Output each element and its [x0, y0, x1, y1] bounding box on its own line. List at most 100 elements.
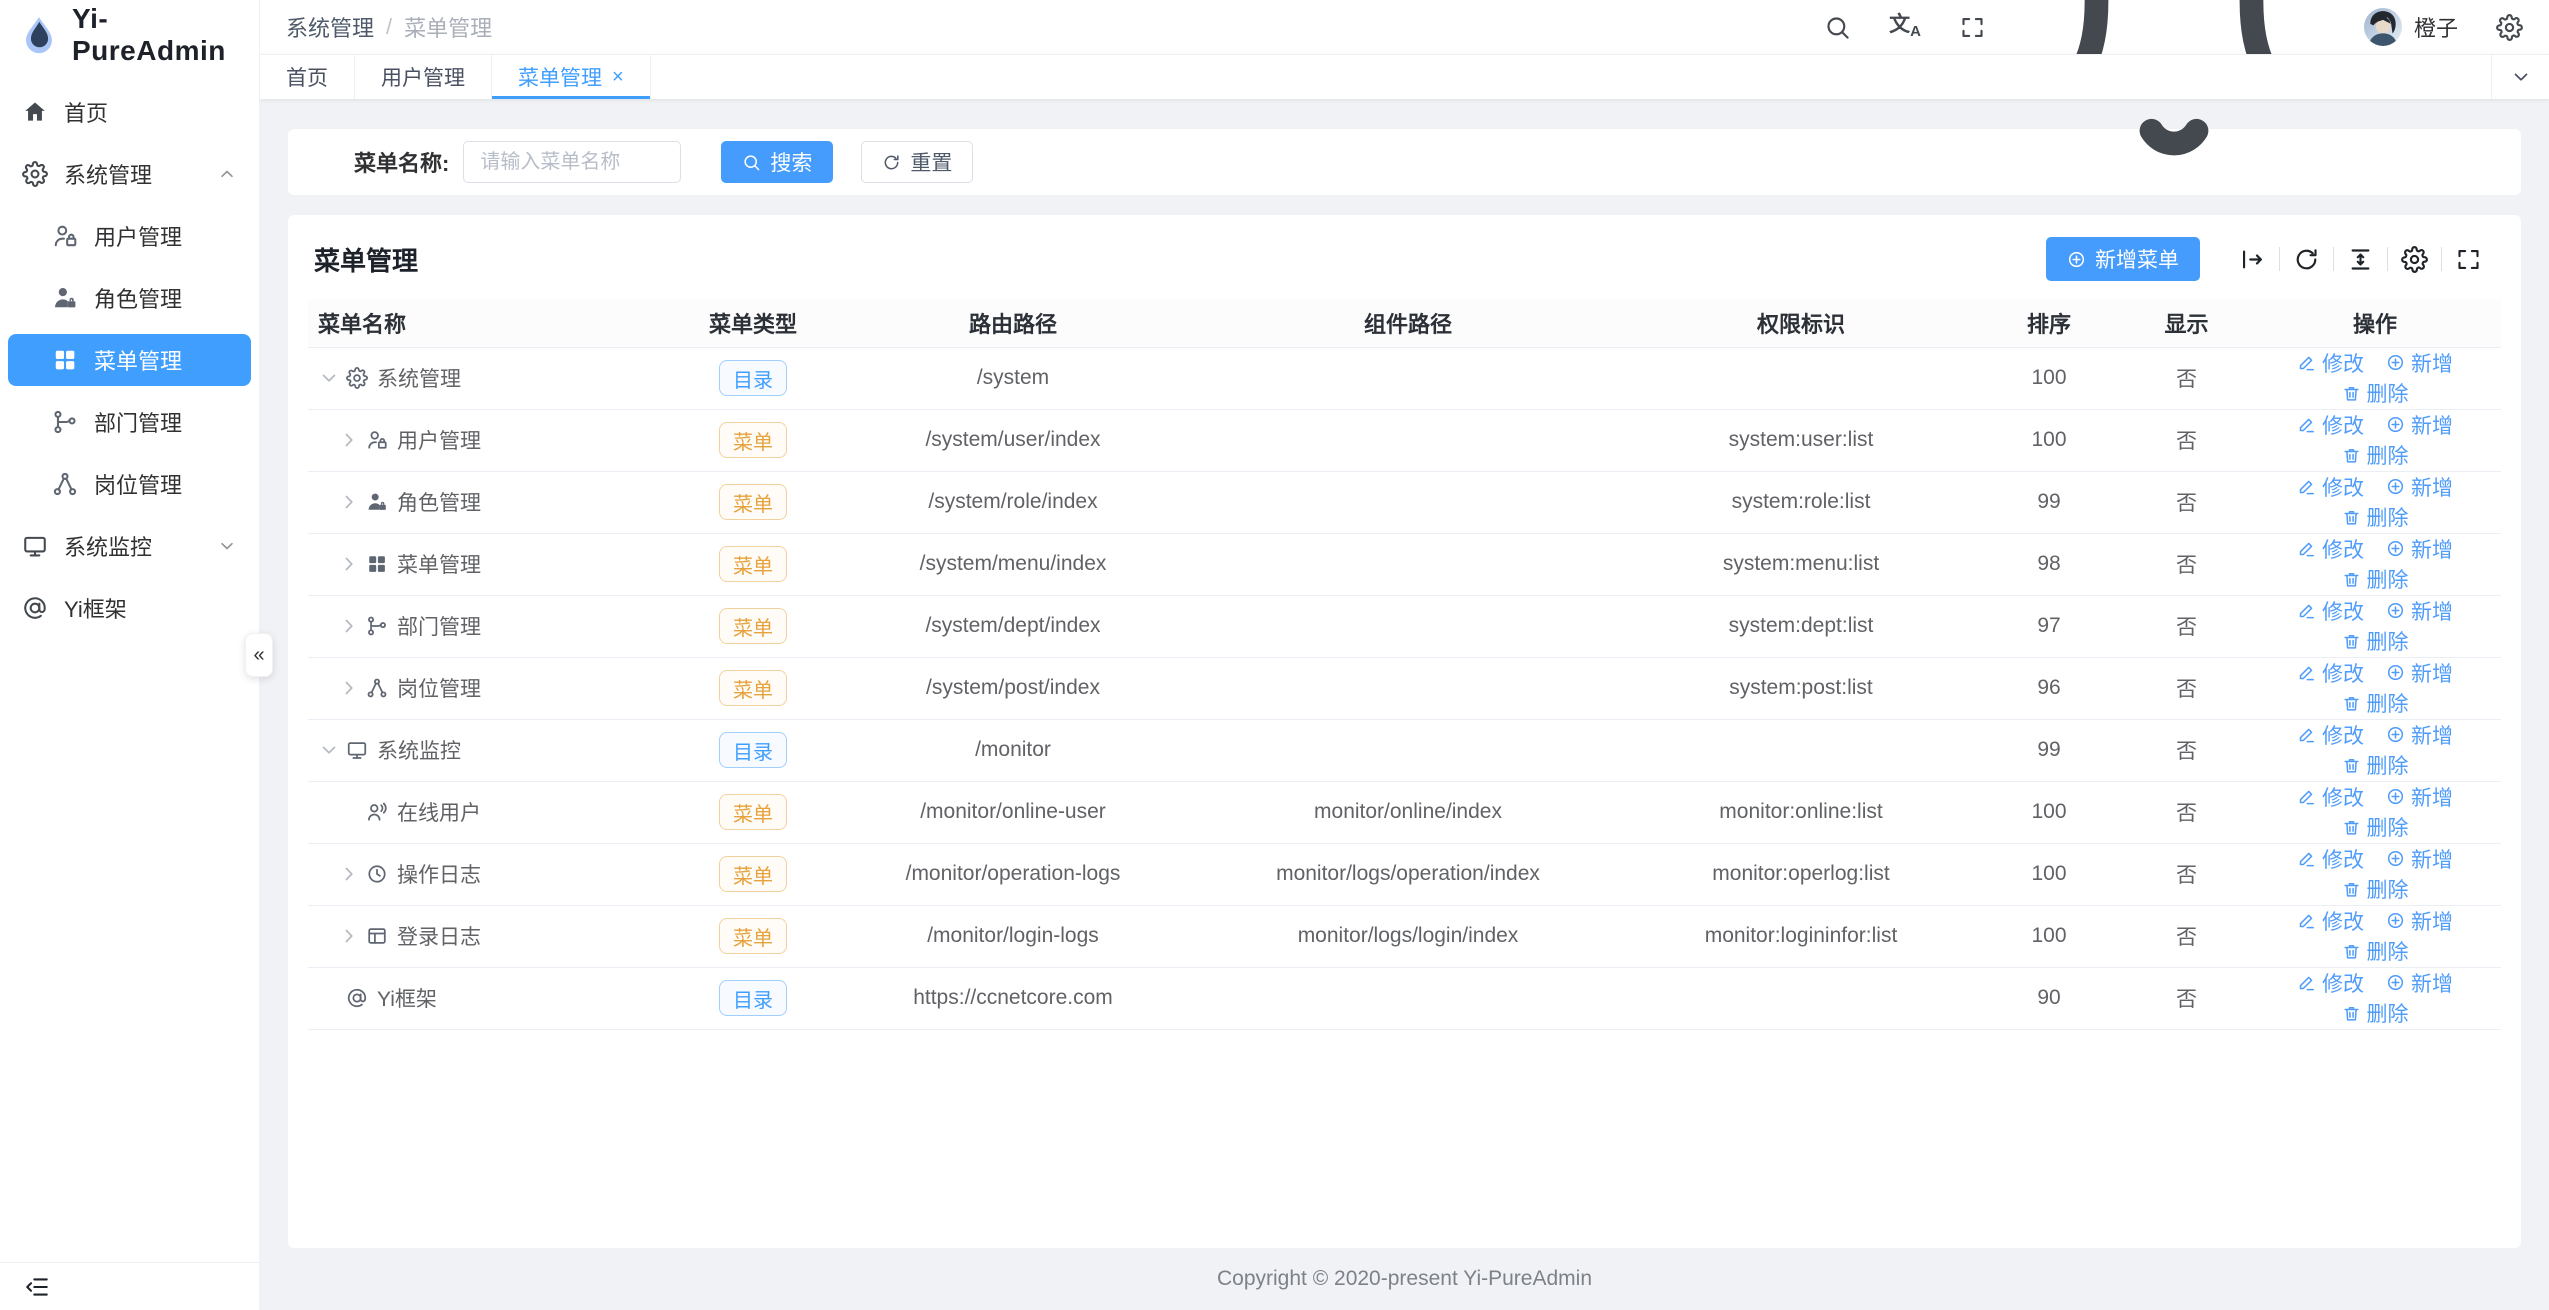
row-action-edit[interactable]: 修改 [2297, 410, 2364, 440]
column-header: 组件路径 [1188, 299, 1628, 348]
row-action-add[interactable]: 新增 [2386, 844, 2453, 874]
search-button[interactable]: 搜索 [721, 141, 834, 183]
gear-icon [346, 367, 368, 389]
row-action-add[interactable]: 新增 [2386, 782, 2453, 812]
refresh-icon [882, 153, 901, 172]
row-action-add[interactable]: 新增 [2386, 658, 2453, 688]
cell-visible: 否 [2124, 781, 2249, 844]
avatar[interactable] [2363, 8, 2402, 46]
row-action-delete[interactable]: 删除 [2342, 750, 2409, 780]
sidebar-item-menu-management[interactable]: 菜单管理 [8, 334, 251, 386]
edit-icon [2297, 973, 2316, 992]
sidebar-item-dept-management[interactable]: 部门管理 [8, 396, 251, 448]
refresh-icon[interactable] [2293, 246, 2320, 273]
export-arrow-icon[interactable] [2239, 246, 2266, 273]
trash-icon [2342, 880, 2361, 899]
row-action-delete[interactable]: 删除 [2342, 936, 2409, 966]
tabs-dropdown-button[interactable] [2491, 55, 2549, 99]
sidebar-item-post-management[interactable]: 岗位管理 [8, 458, 251, 510]
row-action-label: 新增 [2411, 352, 2453, 376]
cell-menu-name: 系统管理 [308, 347, 668, 410]
tab-menu-management[interactable]: 菜单管理 × [492, 55, 651, 99]
row-action-delete[interactable]: 删除 [2342, 440, 2409, 470]
row-action-label: 删除 [2366, 569, 2409, 592]
cell-sort: 90 [1974, 967, 2124, 1030]
row-action-add[interactable]: 新增 [2386, 472, 2453, 502]
menu-type-tag: 菜单 [719, 856, 787, 892]
row-action-add[interactable]: 新增 [2386, 348, 2453, 378]
cell-menu-name: 操作日志 [308, 843, 668, 906]
sidebar-item-home[interactable]: 首页 [8, 86, 251, 138]
row-action-label: 新增 [2411, 414, 2453, 438]
chevron-right-icon [338, 615, 360, 637]
breadcrumb-item[interactable]: 系统管理 [286, 16, 375, 41]
density-icon[interactable] [2347, 246, 2374, 273]
row-action-edit[interactable]: 修改 [2297, 968, 2364, 998]
row-action-delete[interactable]: 删除 [2342, 998, 2409, 1028]
cell-visible: 否 [2124, 967, 2249, 1030]
row-action-delete[interactable]: 删除 [2342, 688, 2409, 718]
row-action-add[interactable]: 新增 [2386, 968, 2453, 998]
row-action-label: 修改 [2322, 972, 2364, 996]
row-action-delete[interactable]: 删除 [2342, 378, 2409, 408]
row-action-edit[interactable]: 修改 [2297, 472, 2364, 502]
row-action-delete[interactable]: 删除 [2342, 564, 2409, 594]
menu-name-text: Yi框架 [377, 988, 437, 1011]
row-action-label: 修改 [2322, 352, 2364, 376]
close-icon[interactable]: × [612, 65, 624, 88]
menu-name-input[interactable] [463, 141, 682, 183]
cell-sort: 100 [1974, 781, 2124, 844]
row-action-add[interactable]: 新增 [2386, 906, 2453, 936]
gear-icon[interactable] [2401, 245, 2428, 273]
tab-home[interactable]: 首页 [260, 55, 355, 99]
monitor-icon [22, 533, 48, 559]
reset-button[interactable]: 重置 [861, 141, 974, 183]
row-action-edit[interactable]: 修改 [2297, 720, 2364, 750]
sidebar-item-role-management[interactable]: 角色管理 [8, 272, 251, 324]
row-action-add[interactable]: 新增 [2386, 534, 2453, 564]
row-action-edit[interactable]: 修改 [2297, 348, 2364, 378]
row-action-delete[interactable]: 删除 [2342, 874, 2409, 904]
row-action-edit[interactable]: 修改 [2297, 906, 2364, 936]
edit-icon [2297, 601, 2316, 620]
row-action-label: 新增 [2411, 724, 2453, 748]
cell-menu-type: 菜单 [668, 905, 838, 968]
fullscreen-icon[interactable] [1959, 14, 1986, 41]
sidebar-item-system-monitor[interactable]: 系统监控 [8, 520, 251, 572]
row-action-edit[interactable]: 修改 [2297, 844, 2364, 874]
cell-sort: 100 [1974, 409, 2124, 472]
menu-name: 系统管理 [318, 363, 658, 393]
row-action-delete[interactable]: 删除 [2342, 812, 2409, 842]
username[interactable]: 橙子 [2413, 16, 2458, 41]
row-action-edit[interactable]: 修改 [2297, 596, 2364, 626]
row-action-edit[interactable]: 修改 [2297, 534, 2364, 564]
row-action-delete[interactable]: 删除 [2342, 626, 2409, 656]
sidebar-collapse-button[interactable]: « [245, 633, 273, 677]
table-row: 系统管理 目录/system 100 否 修改 新增 删除 [308, 347, 2501, 410]
row-action-edit[interactable]: 修改 [2297, 658, 2364, 688]
cell-menu-type: 菜单 [668, 595, 838, 658]
add-menu-button[interactable]: 新增菜单 [2046, 237, 2200, 281]
table-row: 在线用户 菜单/monitor/online-user monitor/online… [308, 781, 2501, 844]
row-action-add[interactable]: 新增 [2386, 720, 2453, 750]
fullscreen-icon[interactable] [2455, 246, 2482, 273]
sidebar-item-user-management[interactable]: 用户管理 [8, 210, 251, 262]
table-row: 部门管理 菜单/system/dept/index system:dept:list… [308, 595, 2501, 658]
tab-user-management[interactable]: 用户管理 [355, 55, 492, 99]
sidebar-item-system-management[interactable]: 系统管理 [8, 148, 251, 200]
menu-name-text: 操作日志 [397, 864, 481, 887]
settings-gear-icon[interactable] [2496, 13, 2523, 41]
sidebar-item-label: Yi框架 [64, 597, 127, 622]
column-header: 路由路径 [838, 299, 1188, 348]
row-action-add[interactable]: 新增 [2386, 596, 2453, 626]
search-icon[interactable] [1824, 14, 1851, 41]
app-logo[interactable]: Yi-PureAdmin [0, 0, 259, 70]
cell-component-path [1188, 533, 1628, 596]
sidebar-item-yi-framework[interactable]: Yi框架 [8, 582, 251, 634]
row-action-delete[interactable]: 删除 [2342, 502, 2409, 532]
row-action-add[interactable]: 新增 [2386, 410, 2453, 440]
fold-menu-icon[interactable] [24, 1274, 50, 1300]
card-toolbar: 新增菜单 [2046, 237, 2495, 281]
row-action-edit[interactable]: 修改 [2297, 782, 2364, 812]
